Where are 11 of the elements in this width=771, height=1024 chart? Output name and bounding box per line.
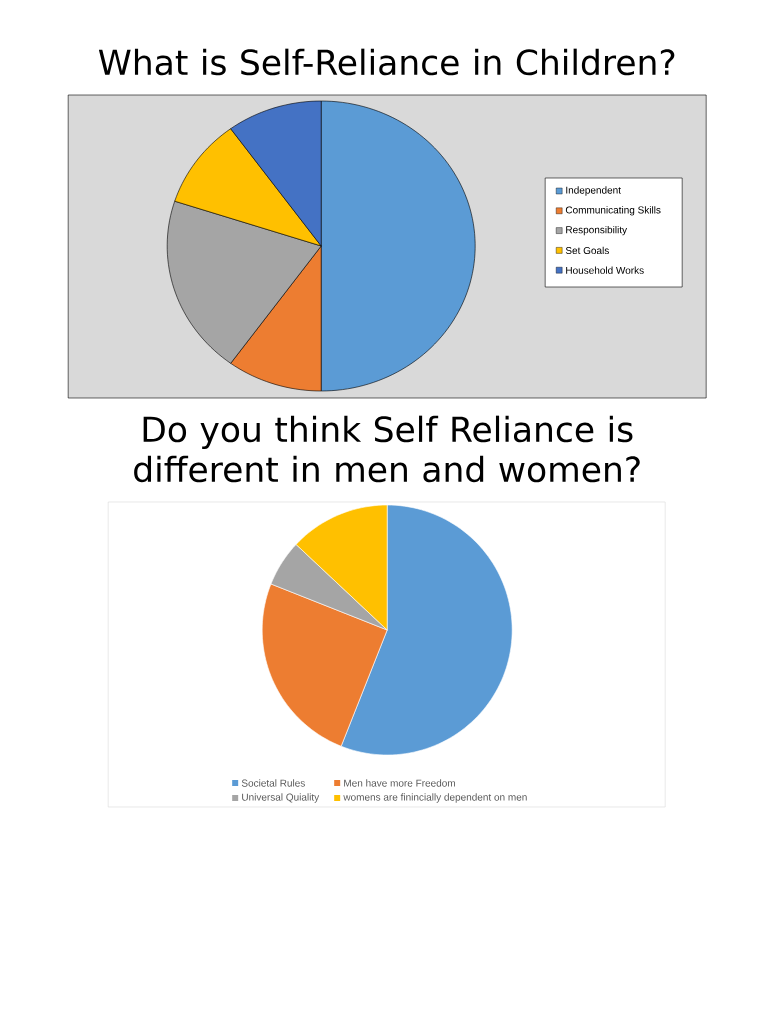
legend-label: Responsibility bbox=[566, 225, 627, 236]
legend-label: Independent bbox=[566, 186, 621, 196]
legend-label: Societal Rules bbox=[241, 779, 305, 787]
legend-label: Set Goals bbox=[565, 246, 609, 255]
legend-label: womens are finincially dependent on men bbox=[343, 793, 527, 803]
legend-label: Men have more Freedom bbox=[344, 779, 455, 787]
chart-title: What is Self-Reliance in Children? bbox=[98, 48, 675, 76]
legend-label: Communicating Skills bbox=[565, 206, 661, 216]
legend-label: Household Works bbox=[566, 266, 644, 274]
chart-title: Do you think Self Reliance is different in men and women? bbox=[134, 415, 640, 483]
legend-label: Universal Quiality bbox=[242, 793, 320, 803]
